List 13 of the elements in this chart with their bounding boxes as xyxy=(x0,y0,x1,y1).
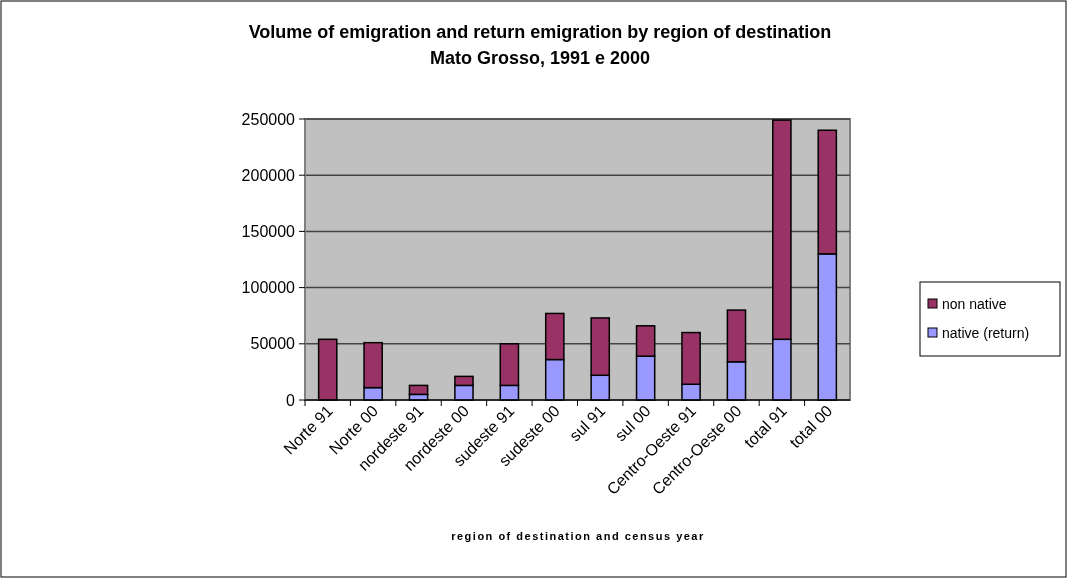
x-tick-label: sul 91 xyxy=(566,402,609,445)
chart-title: Volume of emigration and return emigration by region of destination xyxy=(248,22,832,42)
chart-subtitle: Mato Grosso, 1991 e 2000 xyxy=(429,48,651,68)
x-axis-title: region of destination and census year xyxy=(451,530,705,542)
y-tick-label: 200000 xyxy=(241,166,296,184)
bar xyxy=(408,384,429,396)
y-tick-label: 150000 xyxy=(241,223,296,240)
y-tick-label: 250000 xyxy=(241,110,296,128)
y-tick-label: 50000 xyxy=(250,335,296,353)
legend-label: non native xyxy=(942,295,1007,312)
y-tick-label: 100000 xyxy=(241,279,296,297)
legend-label: native (return) xyxy=(942,324,1030,341)
y-tick-label: 0 xyxy=(286,391,296,409)
